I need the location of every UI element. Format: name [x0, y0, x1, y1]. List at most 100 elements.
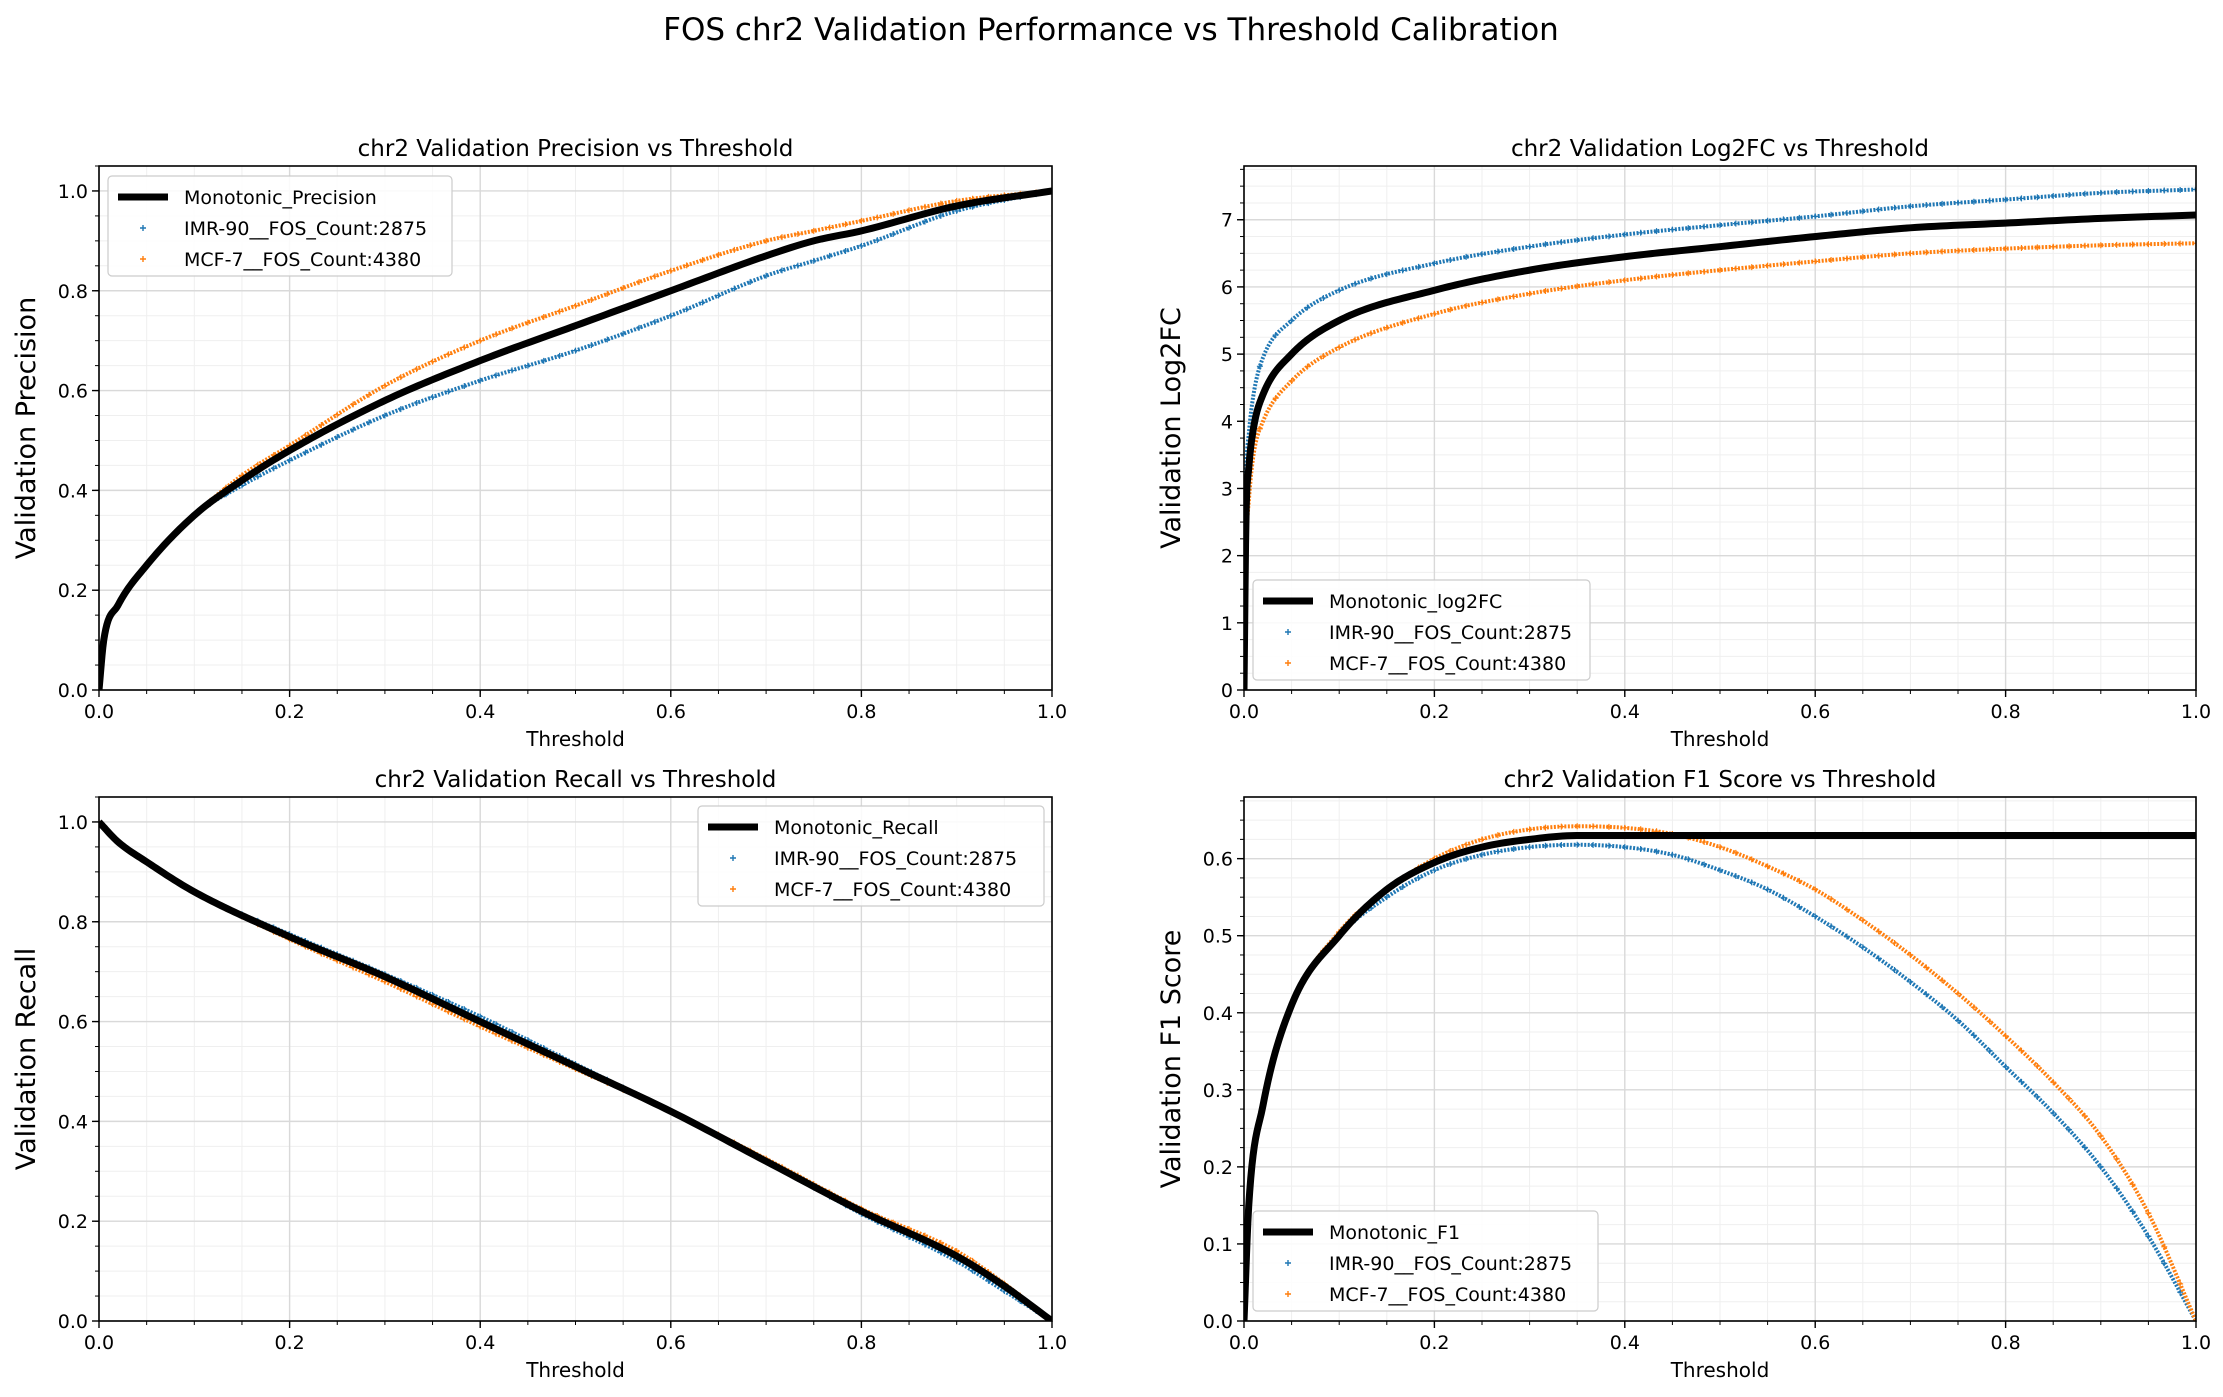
data-point — [1859, 944, 1866, 951]
data-point — [1748, 219, 1755, 226]
data-point — [2018, 1078, 2025, 1085]
data-point — [286, 457, 293, 464]
data-point — [1447, 256, 1454, 263]
data-point — [1939, 248, 1946, 255]
data-point — [636, 324, 643, 331]
data-point — [1955, 247, 1961, 254]
legend-label: MCF-7__FOS_Count:4380 — [1329, 653, 1566, 675]
x-tick-label: 0.2 — [274, 1332, 304, 1354]
data-point — [1812, 913, 1819, 920]
data-point — [1494, 296, 1501, 303]
plot-area — [1244, 823, 2196, 1321]
y-tick-label: 0.8 — [58, 912, 88, 934]
y-tick-label: 7 — [1221, 210, 1233, 232]
data-point — [1669, 271, 1676, 278]
data-point — [1463, 302, 1470, 309]
data-point — [2161, 1243, 2168, 1250]
data-point — [2177, 1289, 2184, 1296]
data-point — [1494, 248, 1501, 255]
data-point — [477, 337, 484, 344]
data-point — [2034, 1062, 2041, 1069]
legend-label: Monotonic_log2FC — [1329, 591, 1502, 613]
data-point — [699, 299, 706, 306]
data-point — [1621, 277, 1628, 284]
data-point — [715, 292, 722, 299]
data-point — [2081, 190, 2088, 197]
data-point — [2018, 244, 2025, 251]
data-point — [1653, 228, 1660, 235]
data-point — [1828, 896, 1835, 903]
data-point — [524, 362, 531, 369]
data-point — [1510, 845, 1517, 852]
data-point — [1732, 220, 1739, 227]
data-point — [1828, 256, 1835, 263]
data-point — [1621, 231, 1628, 238]
data-point — [1352, 280, 1359, 287]
data-point — [1447, 860, 1454, 867]
data-point — [1574, 237, 1581, 244]
data-point — [2193, 240, 2196, 247]
data-point — [1399, 267, 1406, 274]
data-point — [1510, 293, 1517, 300]
data-point — [1970, 246, 1977, 253]
data-point — [1336, 344, 1343, 351]
data-point — [842, 248, 849, 255]
chart-panel-4: 0.0 0.2 0.4 0.6 0.8 1.0 0.0 0.1 0.2 0.3 0.4 0.5 0.6 c… — [1156, 767, 2211, 1382]
data-point — [699, 257, 706, 264]
data-point — [1701, 268, 1708, 275]
data-point — [1986, 1018, 1993, 1025]
y-tick-label: 1.0 — [58, 812, 88, 834]
data-point — [810, 227, 817, 234]
panel-title: chr2 Validation Precision vs Threshold — [358, 136, 794, 162]
data-point — [1685, 270, 1692, 277]
data-point — [2161, 240, 2168, 247]
legend-marker-swatch — [730, 886, 736, 892]
data-point — [1701, 223, 1708, 230]
data-point — [2097, 1163, 2104, 1170]
data-point — [1256, 425, 1263, 432]
data-point — [2002, 245, 2009, 252]
data-point — [1891, 204, 1898, 211]
data-point — [1764, 886, 1771, 893]
data-point — [1494, 832, 1501, 839]
data-point — [397, 374, 404, 381]
data-point — [1796, 903, 1803, 910]
x-axis-label: Threshold — [1670, 1358, 1770, 1382]
data-point — [937, 212, 944, 219]
data-point — [2050, 1109, 2057, 1116]
x-tick-label: 0.6 — [1800, 701, 1830, 723]
data-point — [445, 388, 452, 395]
data-point — [477, 377, 484, 384]
legend-box — [1252, 579, 1591, 681]
series-points-mcf7-markers — [1244, 240, 2196, 690]
legend-label: Monotonic_Precision — [184, 187, 377, 209]
y-tick-label: 0.4 — [1203, 1003, 1233, 1025]
x-axis-label: Threshold — [525, 1358, 625, 1382]
x-tick-label: 0.4 — [1610, 701, 1640, 723]
data-point — [1510, 246, 1517, 253]
y-tick-label: 0.8 — [58, 281, 88, 303]
legend-label: Monotonic_Recall — [774, 817, 939, 839]
data-point — [1479, 251, 1485, 258]
x-tick-label: 0.8 — [846, 701, 876, 723]
data-point — [1590, 823, 1597, 830]
data-point — [2161, 187, 2168, 194]
data-point — [1605, 842, 1612, 849]
data-point — [2050, 1079, 2057, 1086]
data-point — [1812, 213, 1819, 220]
chart-panel-3: 0.0 0.2 0.4 0.6 0.8 1.0 0.0 0.2 0.4 0.6 0.8 1.0 chr2… — [11, 767, 1067, 1382]
data-point — [1526, 844, 1533, 851]
data-point — [2177, 240, 2184, 247]
data-point — [1574, 841, 1581, 848]
x-tick-label: 0.6 — [1800, 1332, 1830, 1354]
data-point — [906, 224, 913, 231]
data-point — [1764, 217, 1771, 224]
x-tick-label: 0.4 — [465, 1332, 495, 1354]
data-point — [1415, 874, 1422, 881]
y-tick-label: 0.0 — [58, 680, 88, 702]
legend-label: Monotonic_F1 — [1329, 1222, 1460, 1244]
data-point — [1637, 826, 1644, 833]
data-point — [540, 357, 547, 364]
data-point — [1320, 294, 1327, 301]
data-point — [2145, 1233, 2152, 1240]
